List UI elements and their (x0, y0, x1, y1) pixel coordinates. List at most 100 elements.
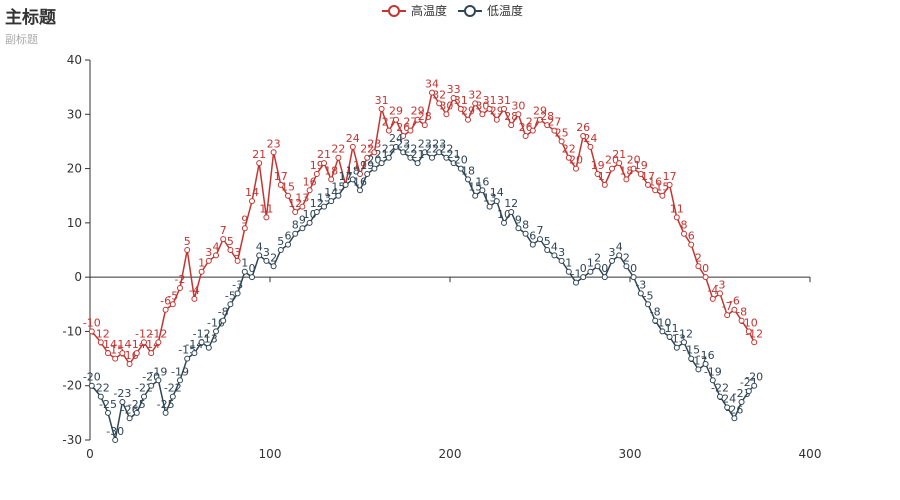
series-1: -10-12-14-15-14-16-14-12-14-12-6-5-25-41… (83, 78, 763, 367)
legend-label: 低温度 (487, 3, 523, 18)
data-label: 9 (241, 213, 248, 226)
data-point (371, 165, 378, 172)
data-label: -4 (707, 284, 718, 297)
data-point (580, 274, 587, 281)
data-label: 4 (551, 240, 558, 253)
data-label: 27 (403, 116, 417, 129)
data-point (479, 111, 486, 118)
data-point (450, 160, 457, 167)
data-label: 17 (274, 170, 288, 183)
data-label: 17 (598, 170, 612, 183)
data-point (457, 105, 464, 112)
data-point (551, 127, 558, 134)
data-point (472, 192, 479, 199)
data-label: 23 (367, 137, 381, 150)
data-label: 16 (648, 175, 662, 188)
data-point (205, 344, 212, 351)
data-point (126, 415, 133, 422)
data-label: 29 (389, 105, 403, 118)
data-label: 16 (475, 175, 489, 188)
data-point (486, 203, 493, 210)
data-point (717, 290, 723, 297)
data-point (673, 344, 680, 351)
data-point (141, 339, 147, 346)
data-label: -8 (736, 306, 747, 319)
data-point (652, 317, 659, 324)
data-point (630, 274, 637, 281)
data-label: 15 (468, 181, 482, 194)
data-label: 22 (562, 143, 576, 156)
data-point (493, 198, 500, 205)
data-point (623, 176, 630, 183)
data-label: 0 (249, 262, 256, 275)
data-label: 23 (396, 137, 410, 150)
data-point (522, 230, 529, 237)
data-label: 32 (432, 88, 446, 101)
data-point (177, 377, 183, 384)
data-label: 5 (227, 235, 234, 248)
data-point (673, 214, 680, 221)
data-point (407, 154, 414, 161)
data-label: -19 (149, 365, 167, 378)
data-point (169, 301, 176, 308)
data-point (105, 409, 111, 416)
data-point (313, 171, 320, 177)
data-label: -6 (729, 295, 740, 308)
data-label: 17 (339, 170, 353, 183)
data-point (609, 165, 615, 172)
data-point (429, 154, 435, 161)
data-point (299, 225, 306, 232)
data-point (501, 219, 507, 226)
x-tick-label: 200 (439, 447, 462, 461)
data-point (241, 268, 248, 275)
data-label: -19 (704, 365, 722, 378)
data-label: 2 (623, 251, 630, 264)
y-tick-label: 40 (67, 53, 82, 67)
data-label: -23 (113, 387, 131, 400)
data-label: 27 (526, 116, 540, 129)
data-point (709, 295, 716, 302)
data-label: 22 (382, 143, 396, 156)
data-point (321, 203, 327, 210)
data-point (335, 192, 342, 199)
data-point (299, 203, 306, 210)
data-label: 21 (612, 148, 626, 161)
data-label: 8 (522, 219, 529, 232)
data-label: 34 (425, 78, 439, 91)
data-point (421, 122, 428, 129)
data-point (508, 122, 515, 129)
legend-item[interactable]: 高温度 (382, 3, 447, 18)
data-label: 5 (184, 235, 191, 248)
data-label: 21 (447, 148, 461, 161)
data-point (645, 301, 651, 308)
data-label: 20 (367, 154, 381, 167)
data-label: 27 (547, 116, 561, 129)
data-point (450, 95, 457, 101)
data-label: 22 (403, 143, 417, 156)
data-point (119, 350, 126, 357)
data-point (551, 252, 558, 259)
data-point (652, 187, 659, 194)
data-label: -20 (745, 371, 763, 384)
legend-item[interactable]: 低温度 (458, 3, 523, 18)
data-label: 33 (447, 83, 461, 96)
data-point (544, 247, 551, 253)
data-label: 19 (360, 159, 374, 172)
data-point (342, 181, 349, 188)
data-label: 31 (497, 94, 511, 107)
data-label: -22 (164, 382, 182, 395)
data-label: 8 (292, 219, 299, 232)
data-label: 19 (310, 159, 324, 172)
data-point (285, 192, 291, 199)
data-point (522, 133, 529, 139)
data-label: 8 (681, 219, 688, 232)
y-tick-label: 30 (67, 107, 82, 121)
data-point (565, 268, 572, 275)
data-point (529, 127, 536, 134)
data-label: 6 (285, 230, 292, 243)
data-label: -30 (106, 425, 124, 438)
data-label: -5 (643, 289, 654, 302)
data-point (133, 409, 140, 416)
data-label: 27 (382, 116, 396, 129)
data-label: -25 (99, 398, 117, 411)
